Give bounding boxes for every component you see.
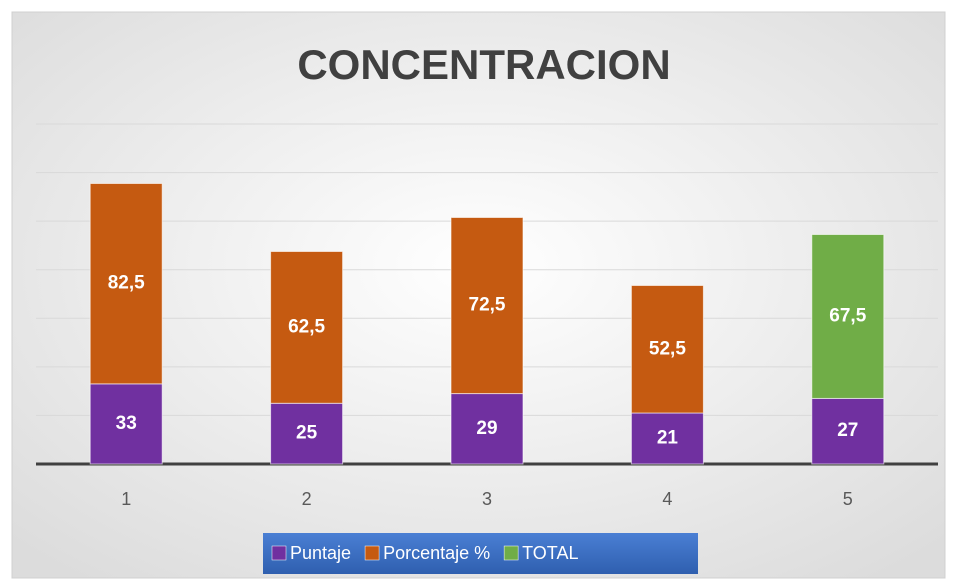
chart-title: CONCENTRACION (297, 41, 670, 88)
bar-segment (270, 251, 344, 404)
bar-segment (270, 402, 344, 465)
x-tick-label: 3 (482, 489, 492, 509)
legend-swatch (364, 545, 380, 561)
data-label: 62,5 (288, 316, 325, 337)
legend-box (263, 533, 698, 574)
data-label: 27 (837, 420, 858, 441)
data-label: 25 (296, 423, 318, 444)
data-label: 33 (116, 413, 137, 434)
data-label: 82,5 (108, 273, 145, 294)
bar-segment (89, 383, 163, 465)
bar-segment (811, 397, 885, 465)
legend-swatch (503, 545, 519, 561)
bar-segment (630, 412, 704, 465)
bar-segment (630, 285, 704, 414)
x-tick-label: 2 (302, 489, 312, 509)
x-tick-label: 1 (121, 489, 131, 509)
legend-label: Porcentaje % (383, 543, 490, 563)
bar-segment (450, 217, 524, 395)
bar-segment (811, 234, 885, 399)
data-label: 29 (476, 418, 497, 439)
data-label: 52,5 (649, 338, 686, 359)
legend-label: TOTAL (522, 543, 578, 563)
x-tick-label: 4 (662, 489, 672, 509)
bar-segment (89, 183, 163, 385)
data-label: 21 (657, 428, 679, 449)
x-tick-label: 5 (843, 489, 853, 509)
legend-label: Puntaje (290, 543, 351, 563)
legend-swatch (271, 545, 287, 561)
data-label: 67,5 (829, 305, 866, 326)
data-label: 72,5 (469, 295, 506, 316)
